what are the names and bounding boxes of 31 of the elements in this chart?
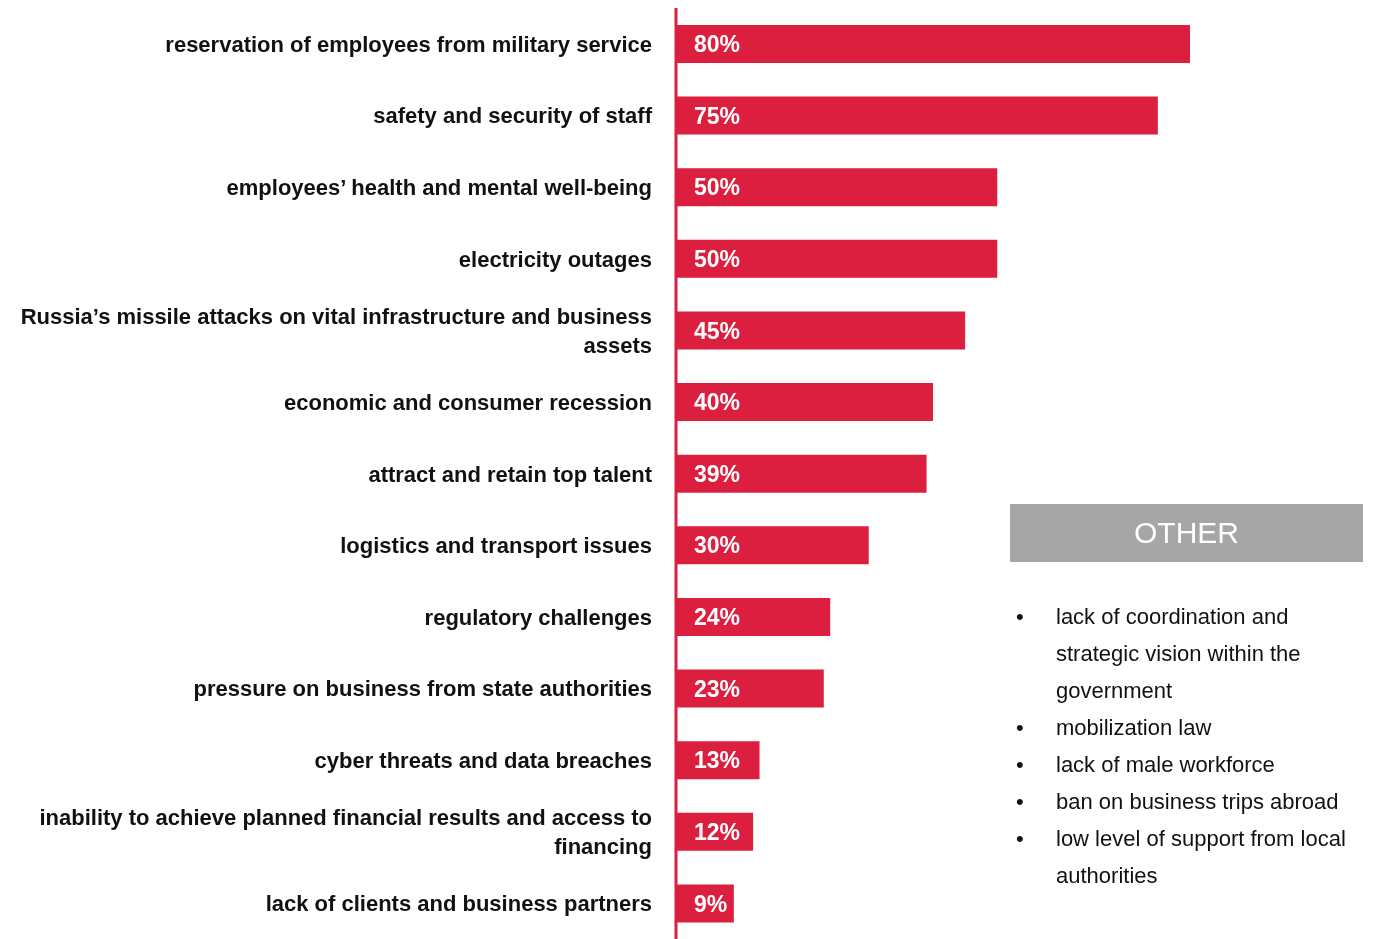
y-tick-label: pressure on business from state authorities xyxy=(193,675,652,701)
y-tick-label: cyber threats and data breaches xyxy=(314,747,652,773)
data-label: 39% xyxy=(694,460,741,487)
data-label: 30% xyxy=(694,532,741,559)
data-label: 24% xyxy=(694,604,741,631)
y-tick-label: lack of clients and business partners xyxy=(265,890,652,916)
data-label: 23% xyxy=(694,675,741,702)
y-tick-label: safety and security of staff xyxy=(373,102,653,128)
y-tick-label: attract and retain top talent xyxy=(368,461,653,486)
y-tick-label: reservation of employees from military service xyxy=(165,31,652,57)
y-tick-label: employees’ health and mental well-being xyxy=(226,174,652,200)
data-label: 80% xyxy=(694,31,741,58)
text: • mobilization law xyxy=(1016,715,1212,740)
y-tick-label: Russia’s missile attacks on vital infrastructure and business assets xyxy=(20,303,652,358)
y-tick-label: regulatory challenges xyxy=(424,604,652,630)
data-label: 13% xyxy=(694,747,741,774)
data-label: 45% xyxy=(694,317,741,344)
y-tick-label: inability to achieve planned financial results and access to financing xyxy=(39,804,652,859)
data-label: 50% xyxy=(694,174,741,201)
y-tick-label: electricity outages xyxy=(458,246,652,272)
data-label: 75% xyxy=(694,102,741,129)
y-tick-label: logistics and transport issues xyxy=(340,532,652,558)
text: • ban on business trips abroad xyxy=(1016,789,1339,814)
heading-box: OTHER xyxy=(1010,504,1363,562)
data-label: 9% xyxy=(694,890,728,917)
text: • low level of support from local authorities xyxy=(1016,826,1346,888)
data-label: 12% xyxy=(694,818,741,845)
y-tick-label: economic and consumer recession xyxy=(283,389,652,415)
data-label: 50% xyxy=(694,246,741,273)
data-label: 40% xyxy=(694,389,741,416)
text: • lack of male workforce xyxy=(1016,752,1275,777)
